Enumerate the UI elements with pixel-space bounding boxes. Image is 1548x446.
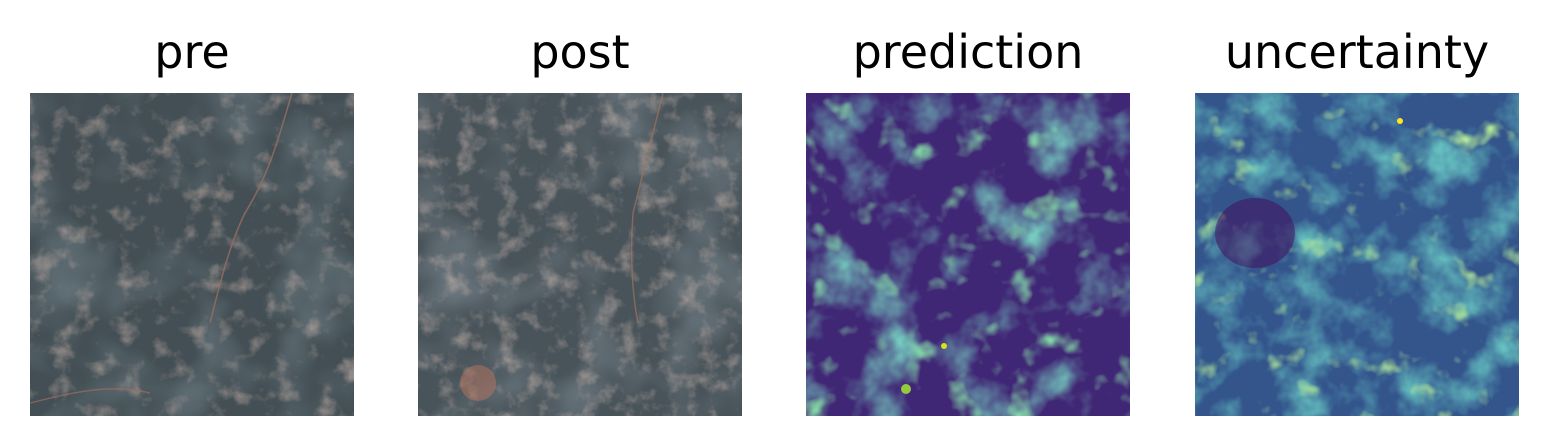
uncertainty-heatmap [1195,93,1519,416]
post-title: post [530,25,630,79]
post-panel: post [418,0,742,446]
prediction-title: prediction [852,25,1084,79]
uncertainty-panel: uncertainty [1195,0,1519,446]
uncertainty-title: uncertainty [1224,25,1490,79]
prediction-heatmap [806,93,1130,416]
pre-panel: pre [30,0,354,446]
post-satellite-image [418,93,742,416]
prediction-panel: prediction [806,0,1130,446]
pre-satellite-image [30,93,354,416]
pre-title: pre [154,25,230,79]
